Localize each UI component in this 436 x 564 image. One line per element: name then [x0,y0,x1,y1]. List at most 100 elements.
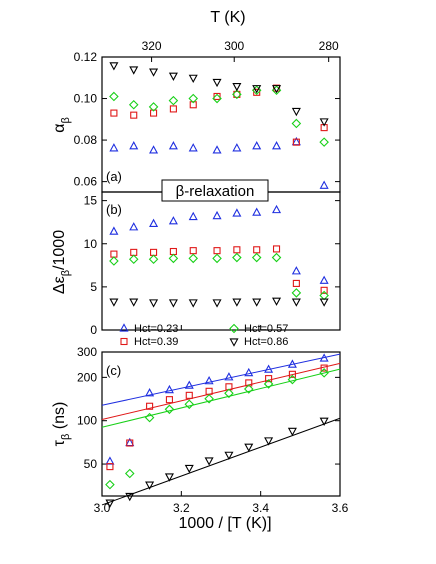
data-markers [105,62,329,508]
data-point [188,143,198,152]
x-tick-labels: 3.0 3.2 3.4 3.6 [94,501,349,515]
legend-marker [120,337,128,346]
data-point [168,253,179,264]
y-tick-label: 5 [90,280,97,294]
data-point [224,451,234,461]
panel-a-ylabel: αβ [51,117,72,133]
legend-label: Hct=0.86 [244,336,288,348]
data-point [287,359,297,368]
legend-label: Hct=0.57 [244,323,288,335]
data-point [168,95,179,106]
data-point [110,250,118,258]
y-tick-label: 0.06 [74,175,98,189]
data-point [287,374,298,385]
legend-marker [229,323,239,334]
data-point [224,388,234,399]
data-point [188,74,198,84]
data-point [288,370,296,378]
data-point [188,299,198,308]
data-point [212,78,222,88]
data-point [109,143,119,152]
data-point [169,247,177,256]
top-axis-title: T (K) [210,9,245,26]
fit-lines [101,353,341,506]
data-point [213,92,221,101]
data-point [149,218,159,227]
panel-c-frame [101,351,341,497]
data-point [319,368,329,378]
data-point [232,89,242,100]
data-point [109,298,119,307]
legend: Hct=0.23 Hct=0.57 Hct=0.39 Hct=0.86 [119,323,288,348]
y-tick-label: 100 [77,414,97,428]
data-point [291,298,301,307]
data-point [126,439,134,447]
data-point [212,145,222,154]
data-point [105,499,115,508]
data-point [272,141,282,150]
data-point [291,288,302,298]
data-point [184,464,194,474]
data-point [148,102,159,112]
legend-label: Hct=0.23 [134,323,178,335]
data-point [253,88,261,96]
data-point [168,299,178,308]
data-point [272,297,282,306]
data-point [204,393,214,404]
data-point [271,85,282,96]
y-tick-label: 10 [84,237,98,251]
data-point [233,90,241,98]
annotation-text: β-relaxation [176,183,255,200]
data-point [164,473,174,482]
data-point [252,298,262,307]
data-point [253,246,261,254]
data-point [320,286,328,294]
data-point [129,298,139,307]
data-point [244,443,254,452]
data-point [150,248,158,256]
fit-line [101,417,341,506]
data-point [232,83,242,92]
data-point [243,384,254,394]
data-point [251,252,262,263]
y-tick-label: 0 [90,323,97,337]
data-point [129,222,139,231]
data-point [204,457,214,466]
data-point [272,245,281,253]
legend-marker [119,323,129,332]
data-point [128,254,139,265]
data-point [165,396,173,404]
data-point [185,391,193,399]
data-point [168,216,178,225]
data-point [252,207,262,216]
data-point [251,85,262,96]
annotation-box [161,179,269,202]
data-point [145,388,155,397]
y-tick-label: 0.12 [74,50,98,64]
data-point [245,379,253,387]
x-tick-label: 3.0 [94,501,111,515]
data-point [252,85,262,94]
data-point [232,298,242,307]
x-tick-label: 3.2 [173,501,190,515]
data-point [291,118,302,129]
data-point [144,412,155,423]
data-point [168,141,178,150]
panel-c-ylabel: τβ (ns) [51,402,72,447]
data-point [252,141,262,150]
data-point [109,91,119,102]
data-point [224,372,234,381]
data-point [212,93,222,104]
data-point [149,299,159,308]
data-point [272,204,282,214]
legend-label: Hct=0.39 [134,336,178,348]
data-point [292,279,300,287]
data-point [232,143,242,152]
data-point [169,105,177,113]
data-point [184,380,194,389]
data-point [188,253,199,264]
data-point [319,180,329,189]
y-tick-label: 300 [77,345,97,359]
data-point [129,66,139,75]
